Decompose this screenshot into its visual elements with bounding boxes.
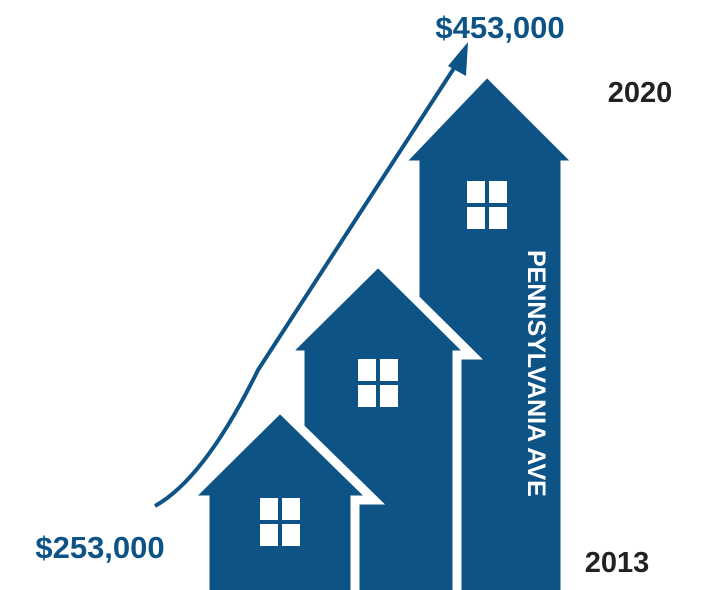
houses — [176, 65, 591, 590]
growth-arrow — [154, 60, 460, 508]
window — [260, 498, 300, 546]
windows — [260, 181, 507, 546]
window — [358, 359, 398, 407]
window — [467, 181, 507, 229]
street-name: PENNSYLVANIA AVE — [522, 250, 550, 497]
end-year: 2020 — [608, 77, 673, 109]
start-value: $253,000 — [35, 530, 164, 565]
arrow-head — [448, 42, 468, 76]
small-house — [176, 401, 386, 590]
start-year: 2013 — [585, 547, 650, 579]
end-value: $453,000 — [435, 10, 564, 45]
